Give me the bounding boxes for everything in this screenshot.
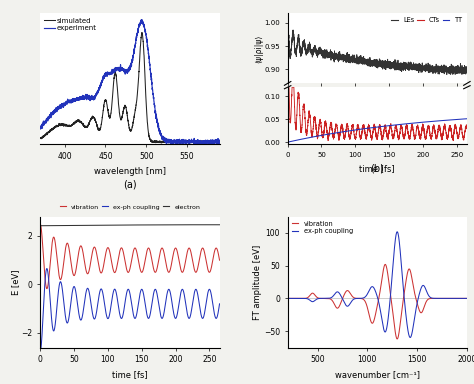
- electron: [207, 222, 212, 227]
- Y-axis label: E [eV]: E [eV]: [11, 269, 20, 295]
- Line: ex-ph coupling: ex-ph coupling: [40, 268, 219, 353]
- electron: [106, 223, 112, 227]
- ex-ph coupling: [464, 296, 470, 301]
- X-axis label: wavenumber [cm⁻¹]: wavenumber [cm⁻¹]: [335, 370, 420, 379]
- electron: [217, 222, 222, 227]
- vibration: [114, 265, 120, 269]
- ex-ph coupling: [459, 296, 465, 301]
- vibration: [459, 296, 465, 301]
- ex-ph coupling: [426, 294, 432, 298]
- experiment: [212, 142, 218, 147]
- ex-ph coupling: [69, 296, 74, 300]
- experiment: [168, 142, 173, 147]
- vibration: [37, 222, 43, 226]
- ex-ph coupling: [372, 287, 378, 292]
- ex-ph coupling: [407, 335, 413, 340]
- simulated: [139, 30, 145, 35]
- electron: [37, 223, 43, 228]
- ex-ph coupling: [367, 286, 373, 291]
- ex-ph coupling: [58, 280, 64, 284]
- simulated: [46, 129, 52, 134]
- experiment: [217, 139, 222, 144]
- vibration: [213, 246, 219, 250]
- ex-ph coupling: [213, 316, 219, 321]
- ex-ph coupling: [37, 350, 43, 355]
- vibration: [426, 296, 432, 301]
- experiment: [46, 115, 52, 120]
- vibration: [106, 247, 112, 252]
- Line: vibration: vibration: [288, 265, 467, 339]
- ex-ph coupling: [459, 296, 465, 301]
- ex-ph coupling: [294, 296, 300, 301]
- X-axis label: time [fs]: time [fs]: [359, 164, 395, 173]
- simulated: [214, 141, 220, 146]
- X-axis label: wavelength [nm]: wavelength [nm]: [94, 167, 166, 175]
- vibration: [383, 262, 388, 267]
- electron: [69, 223, 74, 228]
- Legend: vibration, ex-ph coupling, electron: vibration, ex-ph coupling, electron: [57, 202, 203, 212]
- ex-ph coupling: [394, 230, 400, 234]
- Y-axis label: FT amplitude [eV]: FT amplitude [eV]: [254, 244, 263, 319]
- vibration: [464, 296, 470, 301]
- experiment: [125, 70, 130, 75]
- electron: [58, 223, 64, 228]
- Legend: simulated, experiment: simulated, experiment: [44, 17, 98, 32]
- vibration: [44, 286, 50, 291]
- ex-ph coupling: [194, 288, 200, 293]
- vibration: [294, 296, 300, 301]
- Text: (b): (b): [370, 164, 384, 174]
- Legend: vibration, ex-ph coupling: vibration, ex-ph coupling: [291, 220, 354, 235]
- simulated: [211, 139, 217, 144]
- simulated: [179, 139, 184, 144]
- Line: electron: electron: [40, 225, 219, 226]
- Y-axis label: ⟨ψ|ρi|ψ⟩: ⟨ψ|ρi|ψ⟩: [254, 34, 263, 63]
- vibration: [394, 337, 400, 341]
- Line: ex-ph coupling: ex-ph coupling: [288, 232, 467, 338]
- vibration: [194, 269, 200, 273]
- Legend: LEs, CTs, TT: LEs, CTs, TT: [391, 17, 464, 24]
- electron: [114, 223, 119, 227]
- experiment: [139, 17, 145, 22]
- experiment: [211, 140, 217, 145]
- simulated: [217, 140, 222, 144]
- vibration: [217, 258, 222, 263]
- Line: vibration: vibration: [40, 224, 219, 289]
- simulated: [211, 140, 217, 144]
- Line: experiment: experiment: [40, 20, 219, 145]
- Line: simulated: simulated: [40, 33, 219, 143]
- simulated: [125, 114, 130, 119]
- experiment: [120, 66, 126, 71]
- vibration: [367, 316, 373, 321]
- X-axis label: time [fs]: time [fs]: [112, 370, 148, 379]
- vibration: [459, 296, 465, 301]
- vibration: [69, 263, 74, 268]
- ex-ph coupling: [106, 314, 112, 319]
- vibration: [285, 296, 291, 301]
- electron: [194, 222, 200, 227]
- ex-ph coupling: [285, 296, 291, 301]
- Text: (a): (a): [123, 180, 137, 190]
- simulated: [120, 112, 126, 116]
- ex-ph coupling: [114, 294, 120, 298]
- experiment: [179, 140, 184, 145]
- experiment: [37, 126, 43, 131]
- vibration: [372, 315, 378, 320]
- simulated: [37, 136, 43, 141]
- electron: [213, 222, 219, 227]
- ex-ph coupling: [44, 266, 50, 271]
- vibration: [58, 277, 64, 282]
- ex-ph coupling: [217, 301, 222, 306]
